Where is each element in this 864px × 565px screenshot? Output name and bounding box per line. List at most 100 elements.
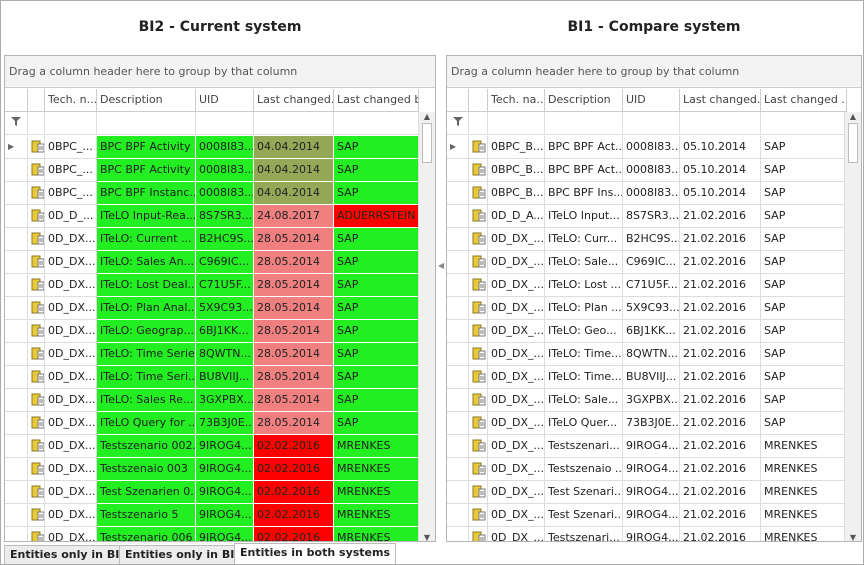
grid-cell[interactable]: 0BPC_... (45, 182, 97, 205)
grid-cell[interactable]: SAP (761, 320, 847, 343)
grid-cell[interactable]: 05.10.2014 (680, 136, 761, 159)
grid-cell[interactable]: Testszenario 002... (97, 435, 196, 458)
grid-cell[interactable]: 0D_DX_... (488, 435, 545, 458)
filter-cell[interactable] (623, 112, 680, 135)
grid-cell[interactable]: BPC BPF Act... (545, 159, 623, 182)
grid-cell[interactable]: SAP (761, 205, 847, 228)
grid-cell[interactable]: 0D_DX... (45, 366, 97, 389)
grid-cell[interactable]: 0D_DX_... (488, 343, 545, 366)
grid-cell[interactable]: 24.08.2017 (254, 205, 334, 228)
grid-cell[interactable]: BU8VIIJ... (623, 366, 680, 389)
grid-cell[interactable]: ITeLO: Time Seri... (97, 366, 196, 389)
grid-cell[interactable]: 02.02.2016 (254, 504, 334, 527)
grid-cell[interactable]: SAP (761, 412, 847, 435)
grid-cell[interactable]: 0D_D_A... (488, 205, 545, 228)
grid-cell[interactable]: ITeLO: Plan Anal... (97, 297, 196, 320)
grid-cell[interactable]: 6BJ1KK... (623, 320, 680, 343)
grid-cell[interactable]: 0BPC_B... (488, 159, 545, 182)
grid-cell[interactable]: Test Szenari... (545, 504, 623, 527)
grid-cell[interactable]: SAP (334, 343, 419, 366)
grid-cell[interactable]: 04.04.2014 (254, 159, 334, 182)
filter-button[interactable] (447, 112, 469, 135)
grid-cell[interactable]: SAP (761, 228, 847, 251)
grid-cell[interactable]: BPC BPF Instanc... (97, 182, 196, 205)
grid-cell[interactable]: 21.02.2016 (680, 205, 761, 228)
tab[interactable]: Entities in both systems (234, 543, 397, 564)
grid-cell[interactable]: Testszenario 5 (97, 504, 196, 527)
grid-cell[interactable]: 0D_DX_... (488, 504, 545, 527)
tab[interactable]: Entities only in BI1 (119, 545, 248, 564)
grid-cell[interactable]: ITeLO: Plan ... (545, 297, 623, 320)
grid-cell[interactable]: 28.05.2014 (254, 389, 334, 412)
grid-cell[interactable]: Testszenari... (545, 435, 623, 458)
grid-cell[interactable]: 0D_DX... (45, 389, 97, 412)
grid-cell[interactable]: 8QWTN... (196, 343, 254, 366)
grid-cell[interactable]: 73B3J0E... (196, 412, 254, 435)
column-header[interactable]: Last changed... (254, 89, 334, 112)
grid-cell[interactable]: BPC BPF Activity ... (97, 136, 196, 159)
grid-cell[interactable]: 0D_DX... (45, 320, 97, 343)
grid-cell[interactable]: 21.02.2016 (680, 527, 761, 541)
grid-cell[interactable]: BPC BPF Act... (545, 136, 623, 159)
splitter[interactable]: ◀ (438, 261, 445, 270)
grid-cell[interactable]: 8S7SR3... (623, 205, 680, 228)
grid-cell[interactable]: 04.04.2014 (254, 182, 334, 205)
grid-cell[interactable]: 0BPC_B... (488, 136, 545, 159)
grid-cell[interactable]: ITeLO: Time Series (97, 343, 196, 366)
grid-cell[interactable]: 3GXPBX... (196, 389, 254, 412)
grid-cell[interactable]: 5X9C93... (623, 297, 680, 320)
grid-cell[interactable]: 0D_DX_... (488, 389, 545, 412)
grid-cell[interactable]: MRENKES (761, 458, 847, 481)
grid-cell[interactable]: 0D_DX_... (488, 251, 545, 274)
grid-cell[interactable]: 0D_DX... (45, 504, 97, 527)
grid-cell[interactable]: 6BJ1KK... (196, 320, 254, 343)
grid-cell[interactable]: 0D_DX... (45, 435, 97, 458)
grid-cell[interactable]: 0D_DX... (45, 481, 97, 504)
grid-cell[interactable]: 0D_DX... (45, 343, 97, 366)
grid-cell[interactable]: BPC BPF Ins... (545, 182, 623, 205)
column-header[interactable]: Description (545, 89, 623, 112)
grid-cell[interactable]: 0008I83... (196, 159, 254, 182)
grid-cell[interactable]: 0D_DX_... (488, 320, 545, 343)
grid-cell[interactable]: 0D_DX_... (488, 366, 545, 389)
grid-cell[interactable]: SAP (334, 251, 419, 274)
grid-cell[interactable]: 21.02.2016 (680, 228, 761, 251)
filter-cell[interactable] (680, 112, 761, 135)
grid-cell[interactable]: 0BPC_... (45, 136, 97, 159)
grid-cell[interactable]: SAP (334, 297, 419, 320)
grid-cell[interactable]: 8S7SR3... (196, 205, 254, 228)
grid-cell[interactable]: 21.02.2016 (680, 343, 761, 366)
filter-cell[interactable] (97, 112, 196, 135)
grid-cell[interactable]: 9IROG4... (196, 481, 254, 504)
grid-cell[interactable]: 02.02.2016 (254, 481, 334, 504)
column-header[interactable]: Tech. na... (488, 89, 545, 112)
column-header[interactable]: Last changed... (680, 89, 761, 112)
grid-cell[interactable]: 21.02.2016 (680, 458, 761, 481)
grid-cell[interactable]: 0D_DX_... (488, 228, 545, 251)
grid-cell[interactable]: 3GXPBX... (623, 389, 680, 412)
grid-cell[interactable]: 0D_DX_... (488, 527, 545, 541)
grid-cell[interactable]: 0D_DX_... (488, 297, 545, 320)
grid-cell[interactable]: ADUERRSTEIN (334, 205, 419, 228)
grid-cell[interactable]: SAP (334, 320, 419, 343)
scrollbar[interactable]: ▲ ▼ (418, 112, 435, 541)
grid-cell[interactable]: SAP (334, 182, 419, 205)
column-header[interactable]: Last changed by (334, 89, 419, 112)
grid-cell[interactable]: MRENKES (761, 481, 847, 504)
column-header[interactable]: Last changed ... (761, 89, 847, 112)
grid-cell[interactable]: 0008I83... (196, 182, 254, 205)
filter-cell[interactable] (28, 112, 45, 135)
grid-cell[interactable]: 0D_DX_... (488, 458, 545, 481)
grid-cell[interactable]: SAP (334, 159, 419, 182)
grid-cell[interactable]: Testszenari... (545, 527, 623, 541)
grid-cell[interactable]: MRENKES (334, 504, 419, 527)
column-header[interactable]: Tech. n... (45, 89, 97, 112)
grid-cell[interactable]: ITeLO: Curr... (545, 228, 623, 251)
grid-cell[interactable]: 21.02.2016 (680, 504, 761, 527)
grid-cell[interactable]: 21.02.2016 (680, 412, 761, 435)
grid-cell[interactable]: MRENKES (334, 481, 419, 504)
grid-cell[interactable]: 0D_DX... (45, 458, 97, 481)
scrollbar[interactable]: ▲ ▼ (844, 112, 861, 541)
grid-cell[interactable]: MRENKES (761, 435, 847, 458)
grid-cell[interactable]: 0008I83... (623, 159, 680, 182)
